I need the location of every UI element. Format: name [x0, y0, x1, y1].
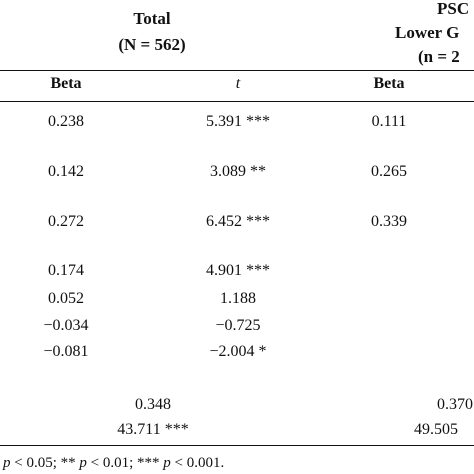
column-header-t: t	[235, 75, 241, 92]
footnote-p1: p	[3, 455, 11, 471]
group-title-total: Total	[133, 9, 171, 28]
footnote-s3: < 0.001.	[170, 455, 225, 471]
summary-f-total: 43.711 ***	[117, 421, 189, 438]
column-header-beta-psc: Beta	[373, 75, 405, 92]
footnote-s1: < 0.05; **	[10, 455, 80, 471]
cell-beta-row4: 0.174	[48, 262, 84, 279]
group-n-psc: (n = 2	[418, 47, 460, 66]
summary-r2-total: 0.348	[135, 396, 171, 413]
cell-beta-row2: 0.142	[48, 163, 84, 180]
cell-t-row7: −2.004 *	[209, 343, 267, 360]
group-subtitle-total: (N = 562)	[118, 35, 186, 54]
cell-beta-psc-row3: 0.339	[371, 213, 407, 230]
summary-r2-psc: 0.370	[437, 396, 473, 413]
footnote-p3: p	[163, 455, 171, 471]
footnote-p2: p	[79, 455, 87, 471]
cell-beta-psc-row1: 0.111	[371, 113, 407, 130]
cell-beta-psc-row2: 0.265	[371, 163, 407, 180]
cell-beta-row5: 0.052	[48, 290, 84, 307]
cell-t-row6: −0.725	[215, 317, 261, 334]
column-header-beta: Beta	[50, 75, 82, 92]
header-rule-bottom	[0, 101, 474, 102]
cell-beta-row7: −0.081	[43, 343, 89, 360]
cell-t-row5: 1.188	[220, 290, 256, 307]
header-rule-top	[0, 70, 474, 71]
table-bottom-rule	[0, 445, 474, 446]
summary-f-psc: 49.505	[414, 421, 458, 438]
cell-t-row3: 6.452 ***	[206, 213, 270, 230]
cell-beta-row1: 0.238	[48, 113, 84, 130]
cell-beta-row3: 0.272	[48, 213, 84, 230]
cell-beta-row6: −0.034	[43, 317, 89, 334]
group-subtitle-psc: Lower G	[395, 23, 460, 42]
group-title-psc: PSC	[437, 0, 470, 18]
footnote: p < 0.05; ** p < 0.01; *** p < 0.001.	[3, 454, 224, 472]
footnote-s2: < 0.01; ***	[86, 455, 164, 471]
cell-t-row4: 4.901 ***	[206, 262, 270, 279]
cell-t-row1: 5.391 ***	[206, 113, 270, 130]
cell-t-row2: 3.089 **	[210, 163, 266, 180]
